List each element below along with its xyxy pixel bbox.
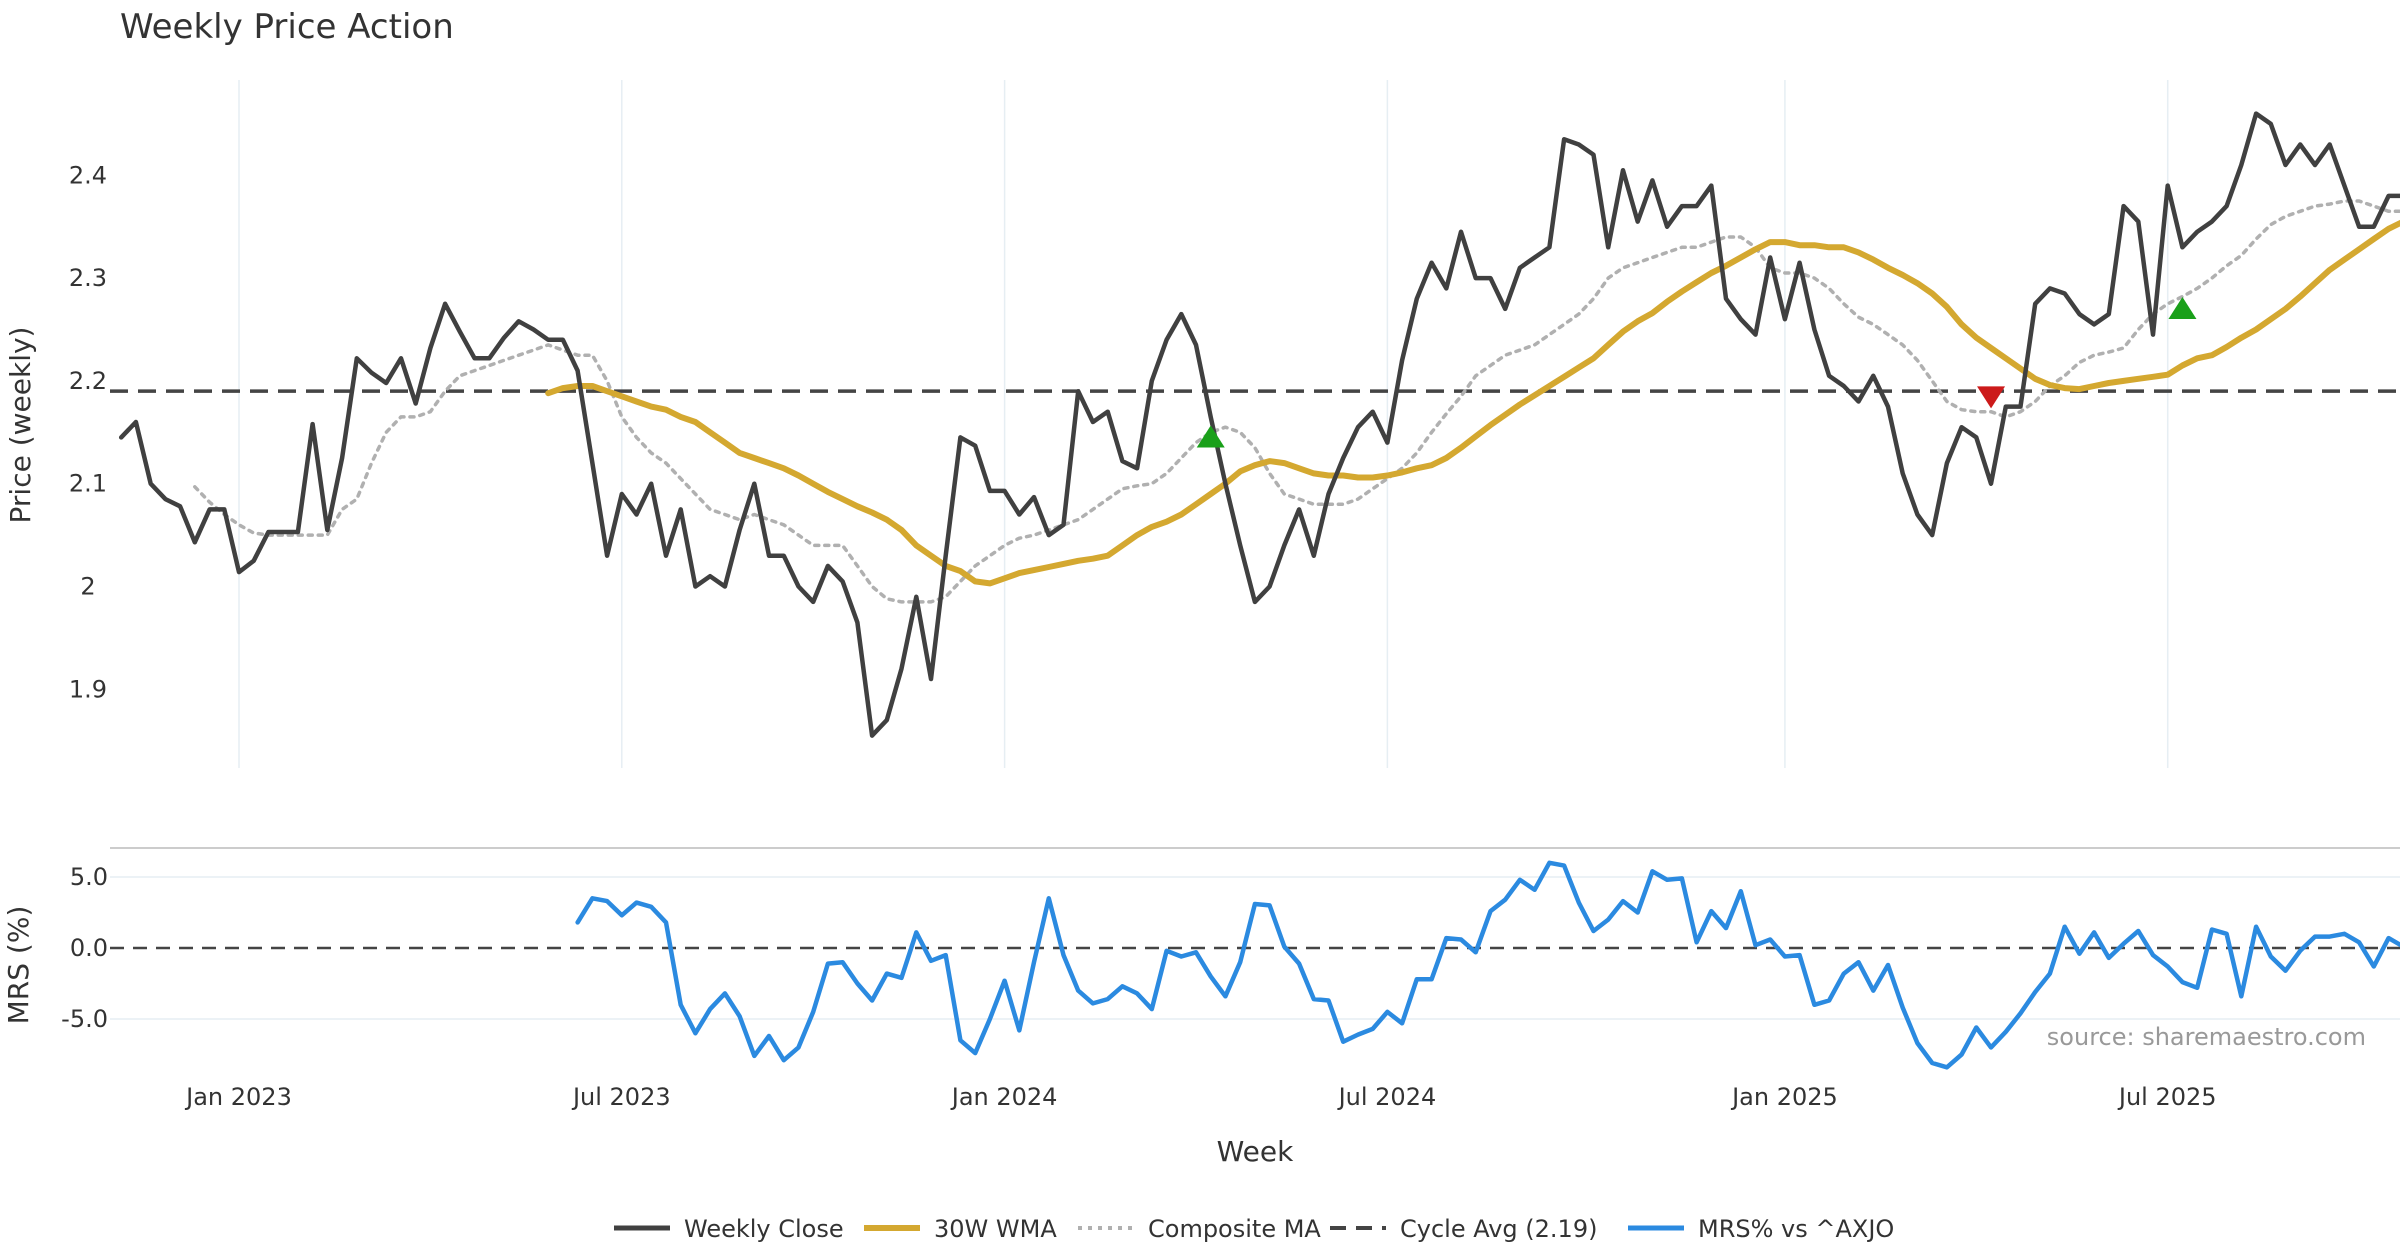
legend-label: Cycle Avg (2.19) <box>1400 1215 1597 1243</box>
series-30w-wma <box>545 219 2400 587</box>
legend: Weekly Close 30W WMA Composite MA Cycle Avg… <box>614 1215 1894 1243</box>
legend-label: MRS% vs ^AXJO <box>1698 1215 1894 1243</box>
x-ticks: Jan 2023 Jul 2023 Jan 2024 Jul 2024 Jan 2025… <box>184 1083 2216 1111</box>
series-mrs-vs-axjo <box>575 860 2400 1070</box>
price-y-tick-label: 2.2 <box>69 367 107 395</box>
buy-signal-marker <box>2168 296 2197 319</box>
x-tick-label: Jan 2023 <box>184 1083 292 1111</box>
sell-signal-marker <box>1977 386 2006 409</box>
mrs-y-tick-label: 5.0 <box>70 863 108 891</box>
x-tick-label: Jul 2025 <box>2117 1083 2217 1111</box>
x-tick-label: Jan 2024 <box>950 1083 1058 1111</box>
series-weekly-close <box>118 111 2400 738</box>
mrs-y-ticks: 5.0 0.0 -5.0 <box>61 863 108 1033</box>
series-composite-ma <box>193 199 2400 604</box>
price-panel-grid <box>238 80 2169 768</box>
series-lines <box>118 111 2400 1070</box>
price-y-ticks: 1.9 2 2.1 2.2 2.3 2.4 <box>69 161 107 703</box>
price-y-tick-label: 1.9 <box>69 675 107 703</box>
source-credit: source: sharemaestro.com <box>2047 1023 2366 1051</box>
price-y-tick-label: 2 <box>80 573 95 601</box>
chart-title: Weekly Price Action <box>120 7 454 47</box>
mrs-y-tick-label: -5.0 <box>61 1005 108 1033</box>
x-tick-label: Jul 2024 <box>1337 1083 1437 1111</box>
legend-label: Composite MA <box>1148 1215 1321 1243</box>
buy-signal-marker <box>1196 425 1225 448</box>
legend-label: 30W WMA <box>934 1215 1057 1243</box>
x-axis-label: Week <box>1217 1135 1294 1168</box>
x-tick-label: Jul 2023 <box>571 1083 671 1111</box>
mrs-y-tick-label: 0.0 <box>70 934 108 962</box>
legend-label: Weekly Close <box>684 1215 844 1243</box>
reference-lines <box>110 389 2400 950</box>
price-y-axis-label: Price (weekly) <box>4 327 37 524</box>
price-y-tick-label: 2.3 <box>69 264 107 292</box>
price-y-tick-label: 2.1 <box>69 470 107 498</box>
signal-markers <box>1196 296 2197 448</box>
price-y-tick-label: 2.4 <box>69 161 107 189</box>
x-tick-label: Jan 2025 <box>1730 1083 1838 1111</box>
mrs-y-axis-label: MRS (%) <box>2 906 35 1025</box>
